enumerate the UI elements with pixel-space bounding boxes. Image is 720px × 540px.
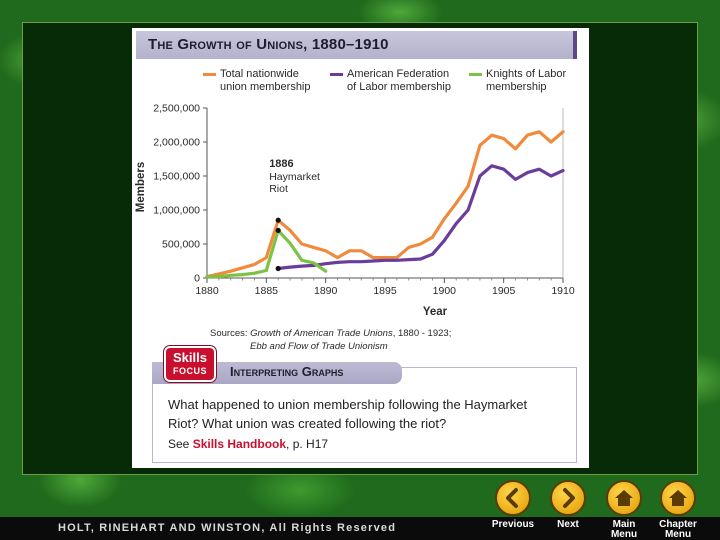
legend-total-line1: Total nationwide: [220, 68, 299, 80]
legend-swatch-knights: [469, 73, 482, 76]
annotation-year: 1886: [269, 158, 293, 170]
annotation-line2: Riot: [269, 183, 288, 195]
badge-focus-text: FOCUS: [173, 366, 207, 376]
x-tick-label: 1900: [433, 285, 457, 297]
previous-label[interactable]: Previous: [491, 519, 535, 530]
x-tick-label: 1910: [551, 285, 575, 297]
chapter-menu-label[interactable]: Chapter Menu: [650, 520, 706, 540]
annotation-line1: Haymarket: [269, 171, 320, 183]
legend-label-afl: American Federation of Labor membership: [347, 68, 451, 94]
main-menu-label-line2: Menu: [610, 529, 638, 540]
sources-book2: Ebb and Flow of Trade Unionism: [250, 341, 388, 352]
chapter-menu-label-line1: Chapter: [659, 519, 697, 530]
x-tick-label: 1905: [492, 285, 516, 297]
home-icon: [669, 490, 687, 506]
legend-swatch-total: [203, 73, 216, 76]
skills-handbook-link[interactable]: Skills Handbook: [192, 437, 287, 451]
x-tick-label: 1890: [314, 285, 338, 297]
arrow-left-icon: [506, 488, 518, 508]
sources-book1: Growth of American Trade Unions: [250, 328, 393, 339]
main-menu-button[interactable]: [606, 480, 642, 516]
previous-button[interactable]: [495, 480, 531, 516]
chapter-menu-button[interactable]: [660, 480, 696, 516]
skills-header-title: Interpreting Graphs: [230, 364, 344, 379]
legend-afl-line2: of Labor membership: [347, 81, 451, 93]
series-line-2: [205, 228, 328, 279]
main-menu-label-line1: Main: [612, 519, 636, 530]
skills-focus-badge: Skills FOCUS: [164, 346, 216, 382]
y-tick-label: 1,000,000: [153, 205, 200, 217]
skills-reference: See Skills Handbook, p. H17: [168, 437, 328, 451]
chart-title: The Growth of Unions, 1880–1910: [148, 36, 389, 53]
see-suffix: , p. H17: [286, 437, 329, 451]
y-axis-label: Members: [135, 162, 147, 213]
legend-label-knights: Knights of Labor membership: [486, 68, 566, 94]
y-tick-label: 1,500,000: [153, 171, 200, 183]
sources-book1-years: , 1880 - 1923;: [392, 328, 452, 339]
legend-knights-line1: Knights of Labor: [486, 68, 567, 80]
chart-axes: [203, 107, 564, 283]
see-prefix: See: [168, 437, 193, 451]
home-icon: [615, 490, 633, 506]
chart-markers: [275, 217, 281, 272]
x-axis-label: Year: [423, 306, 448, 318]
next-label[interactable]: Next: [557, 519, 579, 530]
title-bar: [136, 31, 577, 59]
y-tick-label: 2,000,000: [153, 137, 200, 149]
series-line-1: [276, 164, 565, 271]
y-tick-label: 2,500,000: [153, 103, 200, 115]
skills-question: What happened to union membership follow…: [168, 397, 528, 431]
footer-bar: [0, 517, 720, 540]
marker-point-2: [275, 265, 281, 272]
sources-prefix: Sources:: [210, 328, 251, 339]
legend-total-line2: union membership: [220, 81, 311, 93]
series-line-0: [205, 130, 565, 279]
marker-point-1: [275, 227, 281, 233]
chapter-menu-label-line2: Menu: [664, 529, 692, 540]
publisher-credit: HOLT, RINEHART AND WINSTON, All Rights R…: [58, 522, 397, 534]
sources-line1: Sources: Growth of American Trade Unions…: [210, 328, 451, 339]
legend-knights-line2: membership: [486, 81, 547, 93]
x-tick-label: 1880: [195, 285, 219, 297]
x-tick-label: 1885: [255, 285, 279, 297]
arrow-right-icon: [563, 488, 575, 508]
next-button[interactable]: [550, 480, 586, 516]
badge-skills-text: Skills: [173, 350, 207, 365]
chart-labels: 0 500,000 1,000,000 1,500,000 2,000,000 2,500…: [135, 103, 575, 319]
legend-swatch-afl: [330, 73, 343, 76]
line-chart: 0 500,000 1,000,000 1,500,000 2,000,000 2,500…: [135, 103, 575, 319]
sources-line2: Ebb and Flow of Trade Unionism: [250, 341, 388, 352]
y-tick-label: 0: [194, 273, 200, 285]
legend-afl-line1: American Federation: [347, 68, 450, 80]
main-menu-label[interactable]: Main Menu: [602, 520, 646, 540]
y-tick-label: 500,000: [162, 239, 200, 251]
marker-point-0: [275, 217, 281, 223]
x-tick-label: 1895: [373, 285, 397, 297]
chart-series: [205, 130, 565, 279]
legend-label-total: Total nationwide union membership: [220, 68, 311, 94]
